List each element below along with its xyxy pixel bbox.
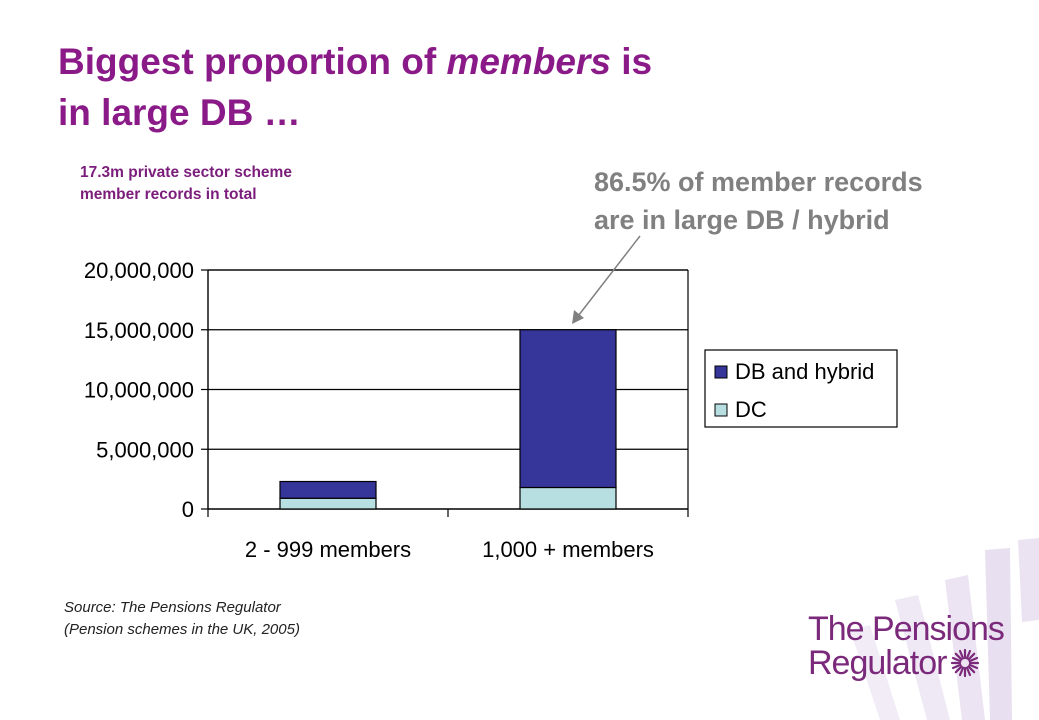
- sunburst-ray: [952, 656, 962, 663]
- x-tick-label: 2 - 999 members: [245, 537, 411, 562]
- sunburst-ray: [966, 666, 972, 677]
- sunburst-ray: [966, 649, 972, 660]
- sunburst-icon: [951, 648, 980, 678]
- legend: [704, 349, 898, 428]
- slide-title: Biggest proportion of members is in larg…: [58, 41, 653, 133]
- sunburst-ray: [955, 665, 963, 674]
- sunburst-ray: [967, 665, 976, 674]
- y-tick-label: 15,000,000: [84, 318, 194, 343]
- bar-db-and-hybrid: [519, 329, 617, 489]
- y-tick-label: 5,000,000: [96, 437, 194, 462]
- y-tick-label: 10,000,000: [84, 378, 194, 403]
- legend-swatch: [714, 403, 728, 417]
- source-note: Source: The Pensions Regulator (Pension …: [64, 599, 300, 638]
- chart-subtitle: 17.3m private sector scheme member recor…: [80, 164, 292, 203]
- bar-db-and-hybrid: [279, 480, 377, 499]
- bar-dc: [519, 486, 617, 510]
- y-tick-label: 20,000,000: [84, 258, 194, 283]
- sunburst-ray: [959, 649, 965, 660]
- sunburst-ray: [968, 656, 979, 663]
- bar-dc: [279, 497, 377, 510]
- sunburst-ray: [955, 652, 963, 661]
- x-tick-label: 1,000 + members: [482, 537, 654, 562]
- pensions-regulator-logo: The Pensions Regulator: [808, 610, 1005, 682]
- sunburst-ray: [952, 663, 962, 670]
- legend-label: DB and hybrid: [735, 359, 874, 384]
- sunburst-ray: [967, 652, 976, 661]
- callout-arrowhead: [572, 310, 584, 324]
- sunburst-ray: [959, 666, 965, 677]
- legend-swatch: [714, 365, 728, 379]
- callout-annotation: 86.5% of member records are in large DB …: [594, 167, 923, 235]
- sunburst-ray: [968, 663, 979, 670]
- y-tick-label: 0: [182, 497, 194, 522]
- legend-label: DC: [735, 397, 767, 422]
- callout-arrow: [574, 235, 641, 321]
